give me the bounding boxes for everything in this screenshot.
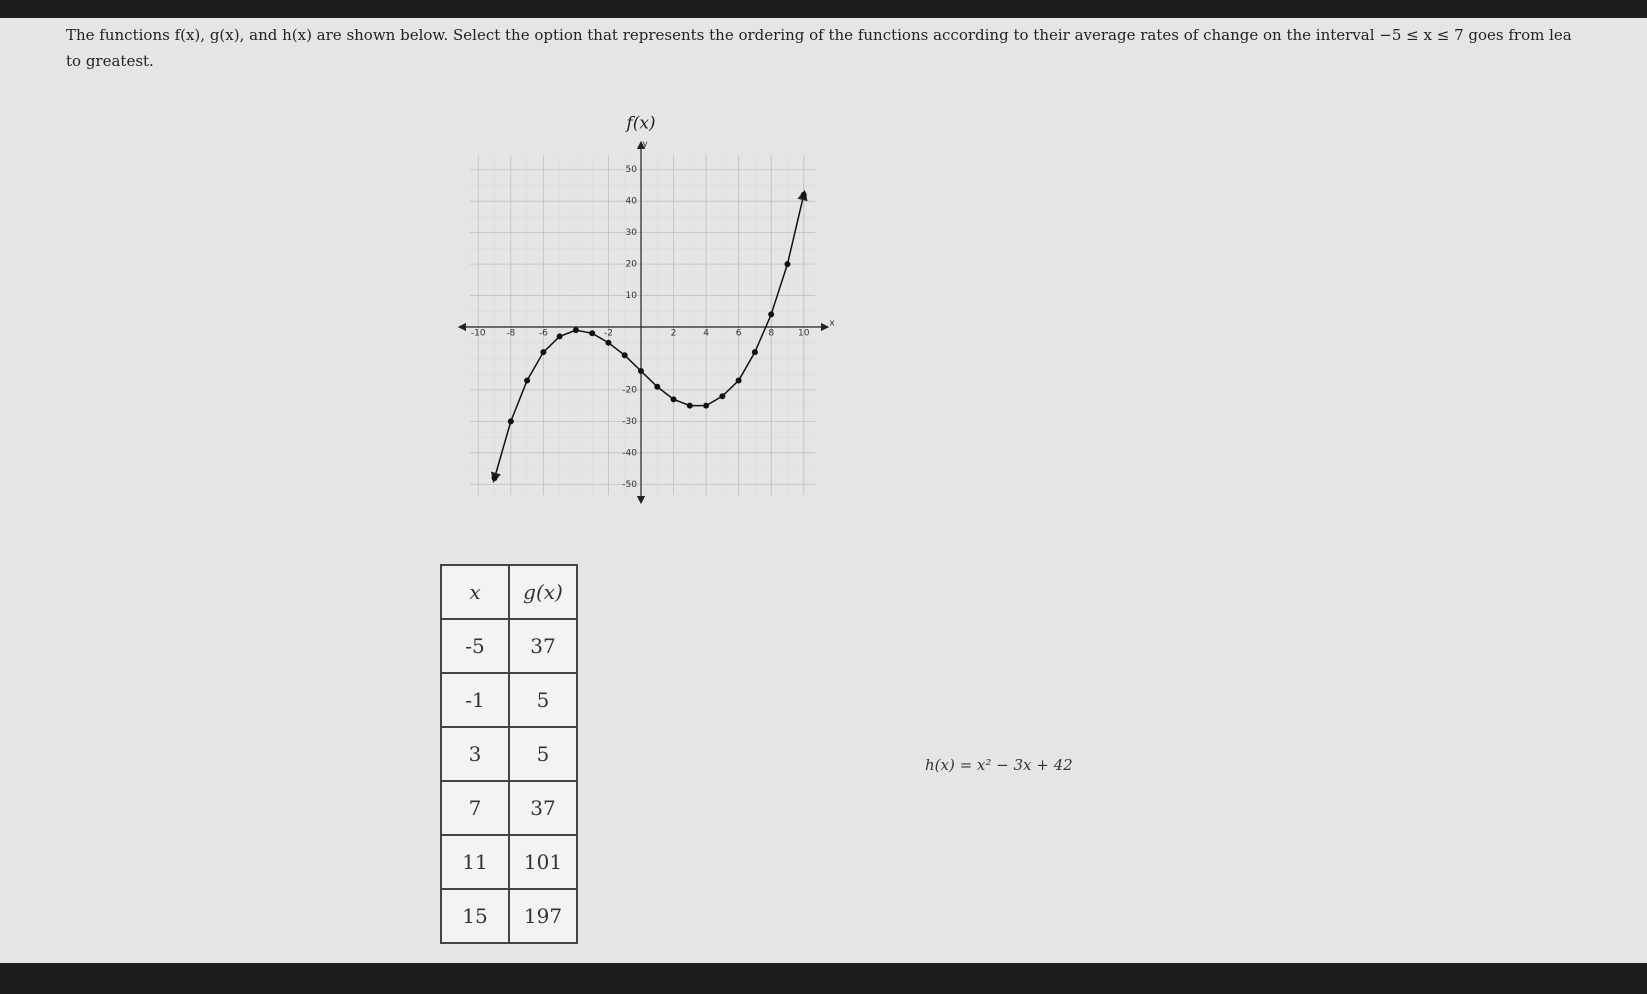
f-point [719,393,726,400]
y-tick-label: 50 [626,165,638,175]
f-point [670,396,677,403]
table-cell: 11 [440,834,510,890]
y-axis-label: y [642,140,648,150]
f-point [768,311,775,318]
table-cell: 5 [508,672,578,728]
x-tick-label: 8 [768,329,774,339]
question-line: to greatest. [66,52,154,70]
table-cell: -5 [440,618,510,674]
y-tick-label: 40 [626,197,638,207]
f-point [507,418,514,425]
y-tick-label: -20 [622,385,637,395]
f-point [784,261,791,268]
f-point [638,368,644,375]
table-header: g(x) [508,564,578,620]
x-tick-label: 10 [798,329,810,339]
x-tick-label: 4 [703,329,709,339]
x-tick-label: 6 [736,329,742,339]
f-point [605,339,612,346]
f-point [572,327,579,334]
y-tick-label: 10 [626,291,638,301]
y-tick-label: -50 [622,480,637,490]
table-cell: 37 [508,618,578,674]
f-curve [490,189,808,484]
table-cell: 3 [440,726,510,782]
f-point [524,377,531,384]
x-tick-label: 2 [671,329,677,339]
screen: The functions f(x), g(x), and h(x) are s… [0,18,1647,963]
x-tick-label: -2 [604,329,613,339]
f-point [540,349,547,356]
y-tick-label: 20 [626,260,638,270]
x-tick-label: -10 [471,329,486,339]
f-point [491,474,498,481]
y-tick-label: 30 [626,228,638,238]
minor-grid [470,155,815,495]
f-point [800,191,807,198]
y-tick-label: -40 [622,448,637,458]
f-point [751,349,758,356]
table-cell: -1 [440,672,510,728]
table-cell: 5 [508,726,578,782]
question-line: The functions f(x), g(x), and h(x) are s… [66,26,1572,44]
f-point [589,330,596,337]
x-axis-label: x [829,319,835,329]
f-point [654,383,661,390]
f-point [621,352,628,359]
y-tick-label: -30 [622,417,637,427]
table-cell: 101 [508,834,578,890]
table-header: x [440,564,510,620]
g-table: x g(x) -5 37 -1 5 3 5 7 37 11 101 15 197 [440,564,578,944]
f-point [686,402,693,409]
f-point [735,377,742,384]
table-cell: 37 [508,780,578,836]
h-formula: h(x) = x² − 3x + 42 [925,756,1073,774]
table-cell: 197 [508,888,578,944]
chart-title: f(x) [624,114,655,134]
f-point [556,333,563,340]
f-graph: f(x) -10 -8 -6 -2 2 4 6 8 10 50 40 30 20 10 -20 -30 -40 -5… [457,114,835,505]
x-tick-label: -8 [506,329,515,339]
table-cell: 7 [440,780,510,836]
f-point [703,402,710,409]
table-cell: 15 [440,888,510,944]
x-tick-label: -6 [539,329,548,339]
